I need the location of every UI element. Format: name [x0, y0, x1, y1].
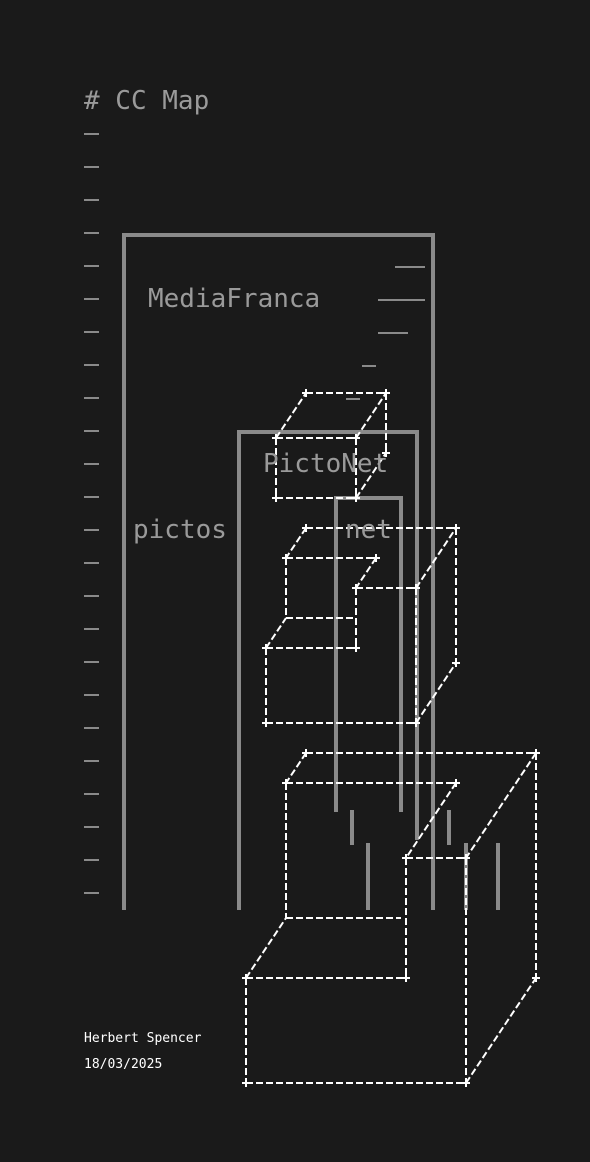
cube-edge [265, 617, 287, 649]
cube-edge [275, 392, 307, 439]
corner-plus [532, 749, 540, 757]
cube-edge [355, 392, 387, 439]
tick-mark [84, 727, 99, 729]
cube-corners [242, 389, 540, 1087]
cube-edge [465, 752, 537, 859]
corner-plus [262, 644, 270, 652]
corner-plus [372, 554, 380, 562]
tick-mark [84, 397, 99, 399]
tick-mark [84, 133, 99, 135]
corner-plus [282, 554, 290, 562]
zone-frames [122, 233, 500, 910]
net-frame [334, 496, 403, 812]
cube-edge [415, 527, 457, 589]
corner-plus [352, 644, 360, 652]
tick-mark [84, 496, 99, 498]
tick-mark [84, 595, 99, 597]
zone-label-pictonet: PictoNet [263, 449, 389, 479]
tick-mark [84, 265, 99, 267]
tick-mark [84, 793, 99, 795]
date-stamp: 18/03/2025 [84, 1057, 163, 1072]
corner-plus [412, 584, 420, 592]
corner-plus [262, 719, 270, 727]
corner-plus [272, 434, 280, 442]
tick-mark [84, 562, 99, 564]
cube-edge [245, 917, 287, 979]
tick-mark [84, 529, 99, 531]
corner-plus [272, 494, 280, 502]
cube-edge [285, 527, 307, 559]
zone-label-pictos: pictos [133, 515, 227, 545]
tick-mark [84, 661, 99, 663]
cube-edge [285, 752, 307, 784]
corner-plus [302, 524, 310, 532]
corner-plus [452, 524, 460, 532]
cube-edge [355, 557, 377, 589]
ascii-cubes [245, 392, 537, 1084]
tick-mark [84, 430, 99, 432]
author-name: Herbert Spencer [84, 1031, 202, 1046]
corner-plus [462, 1079, 470, 1087]
cube-edge [415, 662, 457, 724]
corner-plus [352, 584, 360, 592]
tick-mark [84, 166, 99, 168]
mediafranca-frame [122, 233, 435, 910]
tick-mark [84, 232, 99, 234]
corner-plus [352, 434, 360, 442]
step-dashes [346, 266, 425, 400]
corner-plus [532, 974, 540, 982]
cube-edge [405, 782, 457, 859]
corner-plus [242, 974, 250, 982]
tick-mark [84, 628, 99, 630]
tick-mark [84, 859, 99, 861]
corner-plus [282, 779, 290, 787]
tick-mark [84, 463, 99, 465]
corner-plus [412, 719, 420, 727]
zone-label-net: net [345, 515, 392, 545]
corner-plus [462, 854, 470, 862]
corner-plus [382, 449, 390, 457]
tick-mark [84, 364, 99, 366]
tick-mark [84, 694, 99, 696]
tick-mark [84, 199, 99, 201]
tick-mark [84, 760, 99, 762]
corner-plus [452, 779, 460, 787]
tick-mark [84, 892, 99, 894]
corner-plus [302, 389, 310, 397]
zone-label-mediafranca: MediaFranca [148, 284, 321, 314]
corner-plus [352, 494, 360, 502]
corner-plus [242, 1079, 250, 1087]
corner-plus [402, 974, 410, 982]
tick-mark [84, 298, 99, 300]
tick-mark [84, 826, 99, 828]
page-title: # CC Map [84, 86, 210, 116]
tick-mark [84, 331, 99, 333]
cube-edge [465, 977, 537, 1084]
pictonet-frame [237, 430, 419, 910]
corner-plus [382, 389, 390, 397]
cube-edge [355, 452, 387, 499]
corner-plus [402, 854, 410, 862]
corner-plus [452, 659, 460, 667]
corner-plus [302, 749, 310, 757]
